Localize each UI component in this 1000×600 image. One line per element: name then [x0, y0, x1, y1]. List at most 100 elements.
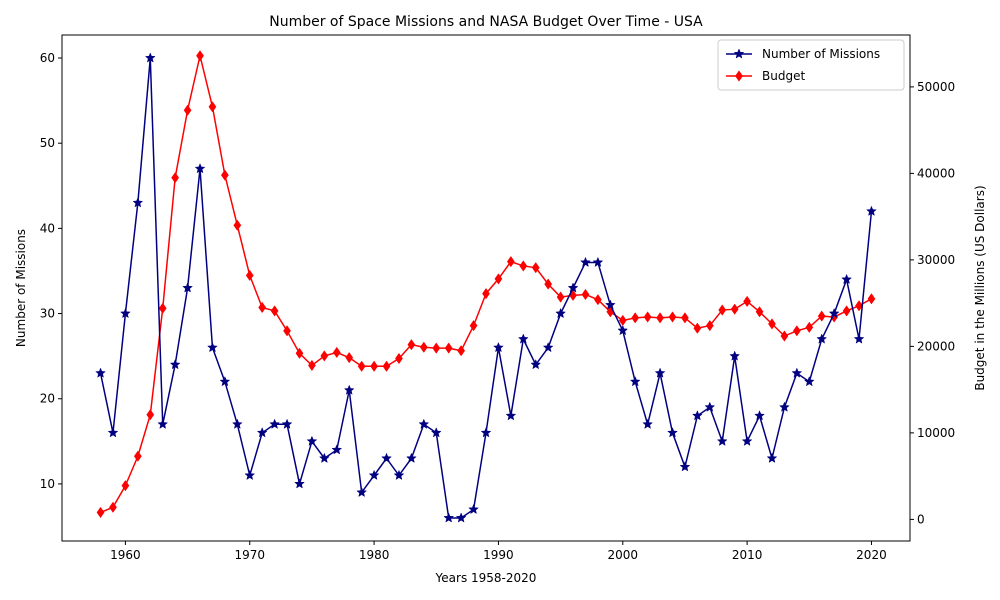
budget-point: [581, 288, 590, 301]
budget-point: [133, 450, 142, 462]
missions-point: [617, 324, 629, 336]
budget-point: [432, 342, 441, 354]
x-tick-label: 1960: [110, 548, 141, 562]
missions-point: [542, 341, 554, 353]
missions-point: [704, 401, 716, 412]
missions-point: [393, 469, 405, 480]
y-axis-right-label: Budget in the Millions (US Dollars): [973, 185, 987, 390]
budget-point: [407, 339, 416, 351]
y-right-tick-label: 0: [917, 512, 925, 526]
x-axis: 1960 1970 1980 1990 2000 2010 2020: [110, 541, 887, 562]
missions-point: [231, 418, 243, 429]
missions-point: [493, 341, 504, 353]
missions-point: [157, 418, 169, 429]
budget-point: [531, 262, 540, 274]
missions-point: [517, 333, 529, 344]
missions-point: [281, 418, 293, 429]
y-left-tick-label: 60: [40, 51, 55, 65]
budget-point: [308, 359, 316, 372]
missions-point: [779, 401, 790, 412]
budget-point: [668, 311, 677, 323]
budget-point: [631, 312, 640, 324]
missions-point: [356, 486, 368, 498]
missions-point: [194, 163, 206, 174]
plot-area: [95, 50, 877, 523]
y-left-tick-label: 10: [40, 477, 55, 491]
y-axis-left: 10 20 30 40 50 60: [40, 51, 62, 491]
budget-point: [842, 305, 851, 317]
x-tick-label: 2020: [856, 548, 887, 562]
chart-title: Number of Space Missions and NASA Budget…: [269, 14, 703, 30]
budget-point: [283, 325, 291, 337]
missions-point: [841, 273, 852, 285]
budget-point: [444, 342, 453, 354]
budget-point: [469, 319, 478, 332]
missions-point: [803, 376, 815, 387]
missions-point: [169, 358, 181, 370]
budget-point: [743, 295, 752, 308]
budget-point: [146, 409, 155, 421]
y-right-tick-label: 20000: [917, 339, 955, 353]
budget-point: [693, 322, 702, 334]
missions-point: [244, 469, 256, 480]
y-axis-left-label: Number of Missions: [14, 229, 28, 347]
legend-missions-label: Number of Missions: [762, 47, 880, 61]
budget-point: [482, 287, 490, 300]
missions-point: [766, 452, 778, 463]
legend-missions-marker: [733, 48, 745, 59]
plot-frame: [61, 34, 911, 542]
missions-point: [530, 359, 542, 370]
missions-point: [604, 299, 616, 310]
budget-point: [196, 50, 204, 62]
missions-point: [430, 427, 442, 438]
missions-point: [381, 452, 392, 463]
missions-point: [468, 503, 479, 515]
missions-point: [207, 341, 218, 353]
missions-point: [331, 444, 343, 455]
budget-point: [656, 312, 664, 324]
budget-point: [332, 346, 341, 359]
budget-point: [345, 351, 354, 364]
y-right-tick-label: 40000: [917, 166, 955, 180]
missions-point: [642, 418, 654, 429]
budget-point: [705, 319, 714, 332]
missions-point: [144, 52, 156, 63]
missions-point: [629, 376, 641, 387]
budget-point: [320, 350, 329, 362]
budget-point: [419, 341, 428, 353]
missions-point: [853, 333, 865, 344]
budget-point: [718, 304, 727, 316]
budget-point: [183, 104, 192, 116]
x-tick-label: 1970: [234, 548, 265, 562]
x-tick-label: 2010: [732, 548, 763, 562]
budget-point: [780, 330, 789, 342]
budget-point: [233, 219, 242, 231]
missions-point: [132, 197, 144, 208]
budget-point: [805, 321, 814, 333]
missions-point: [120, 307, 131, 319]
budget-point: [382, 360, 391, 372]
budget-point: [121, 480, 130, 492]
missions-point: [691, 410, 703, 421]
missions-point: [716, 435, 728, 446]
budget-point: [245, 269, 254, 282]
missions-point: [455, 512, 467, 523]
x-tick-label: 1980: [359, 548, 390, 562]
y-left-tick-label: 50: [40, 136, 55, 150]
missions-point: [828, 307, 840, 319]
x-axis-label: Years 1958-2020: [435, 571, 537, 585]
budget-point: [171, 172, 180, 184]
missions-point: [406, 452, 417, 463]
budget-point: [158, 302, 167, 314]
budget-point: [556, 291, 565, 303]
budget-point: [855, 300, 863, 312]
budget-point: [220, 169, 229, 181]
budget-point: [594, 294, 602, 306]
y-left-tick-label: 20: [40, 392, 55, 406]
series-missions: [95, 52, 877, 523]
budget-point: [295, 347, 304, 359]
missions-point: [269, 418, 281, 429]
missions-point: [256, 427, 268, 438]
budget-point: [519, 260, 528, 272]
missions-point: [95, 367, 106, 378]
